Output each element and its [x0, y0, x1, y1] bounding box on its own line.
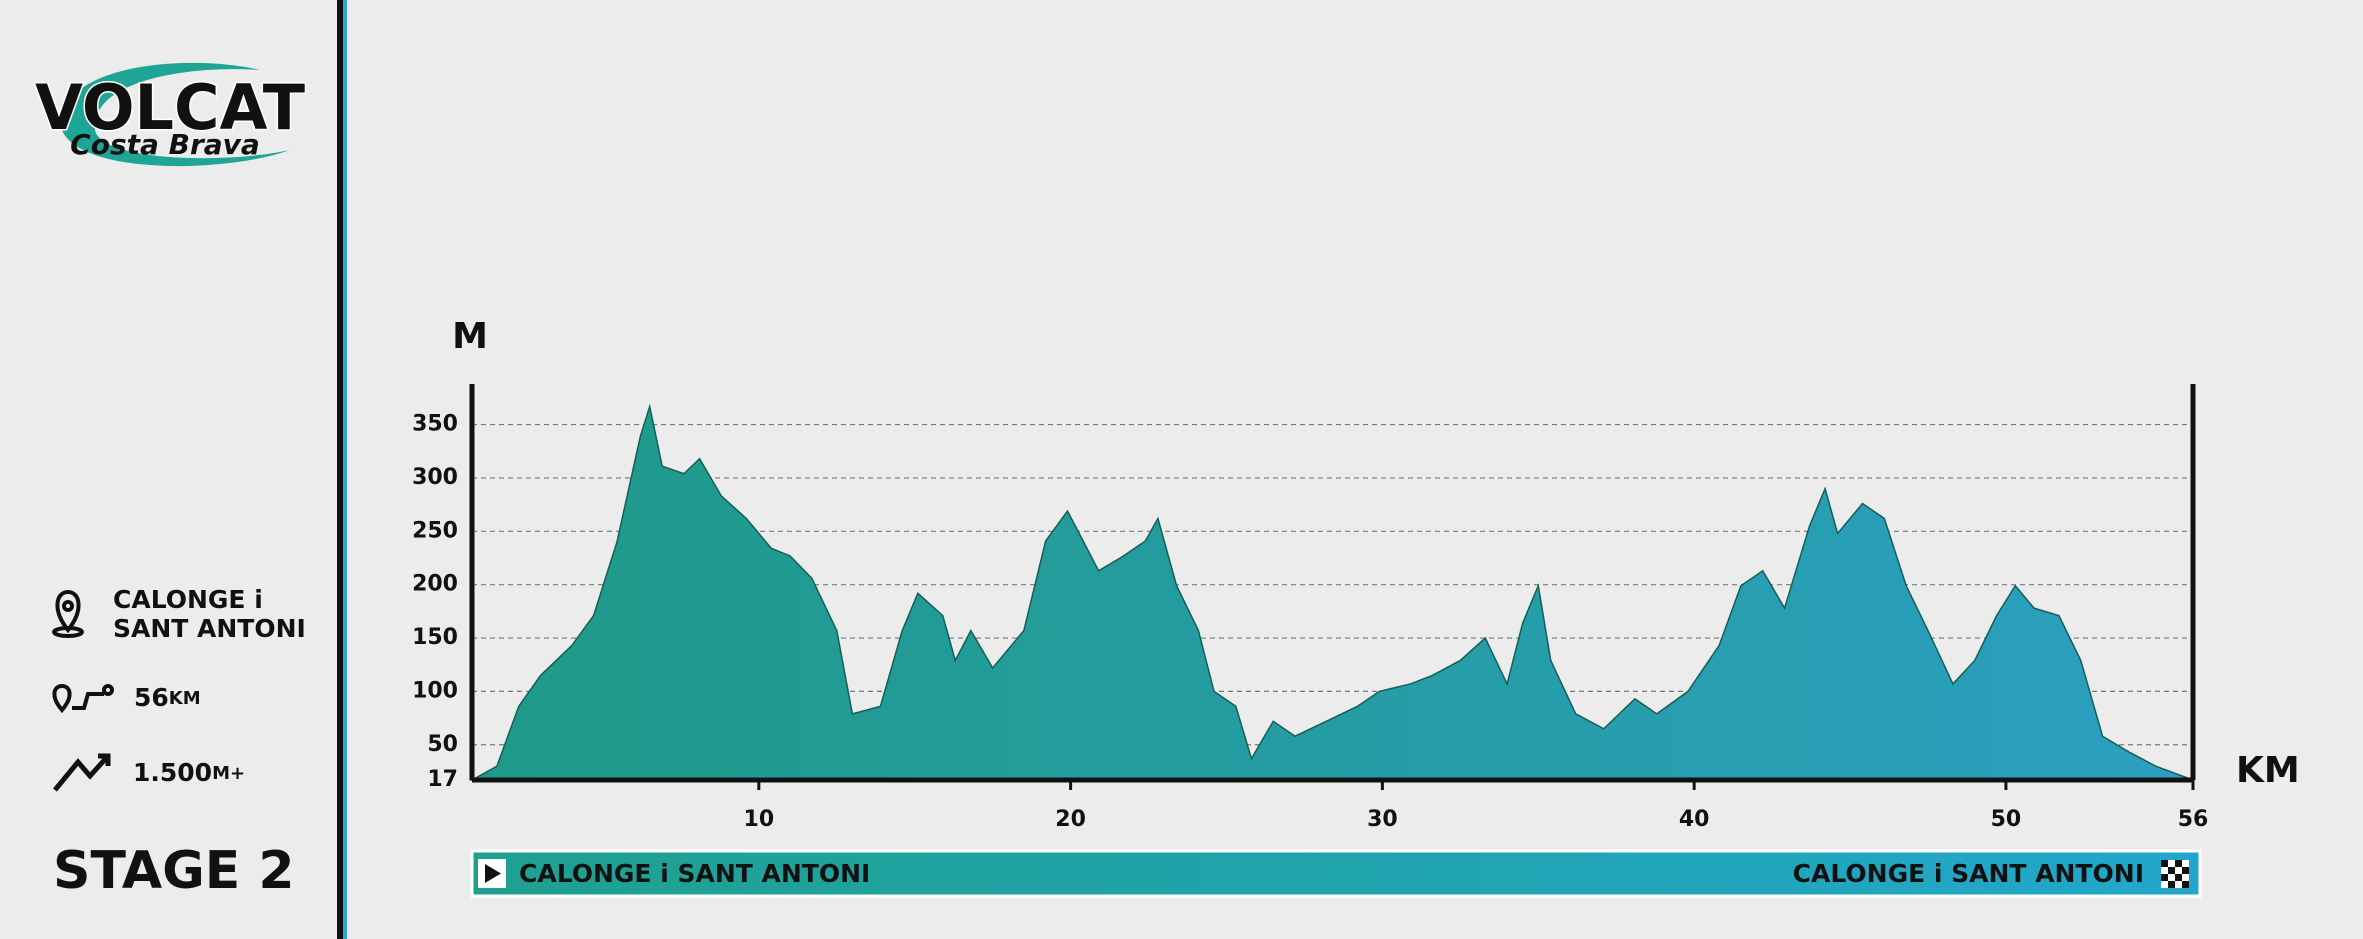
logo-subtitle: Costa Brava — [70, 128, 260, 161]
distance-icon — [52, 683, 114, 714]
logo-name: VOLCAT — [35, 71, 305, 144]
flag-square — [2161, 874, 2168, 881]
x-tick-label: 30 — [1367, 807, 1398, 832]
y-tick-label: 350 — [412, 412, 458, 437]
flag-square — [2175, 867, 2182, 874]
y-axis-label: M — [452, 316, 488, 357]
flag-square — [2182, 867, 2189, 874]
y-tick-label: 250 — [412, 518, 458, 543]
finish-flag — [2161, 860, 2189, 888]
finish-label: CALONGE i SANT ANTONI — [1793, 859, 2144, 888]
location-icon — [52, 589, 84, 638]
flag-square — [2161, 860, 2168, 867]
flag-square — [2175, 860, 2182, 867]
elevation: 1.500M+ — [133, 758, 245, 787]
flag-square — [2161, 867, 2168, 874]
y-tick-label: 200 — [412, 572, 458, 597]
start-triangle — [485, 864, 501, 883]
x-tick-label: 56 — [2178, 807, 2209, 832]
stage: STAGE 2 — [53, 841, 295, 901]
elevation-unit: M+ — [212, 763, 245, 784]
elevation-icon — [53, 753, 111, 792]
start-label: CALONGE i SANT ANTONI — [519, 859, 870, 888]
flag-square — [2182, 881, 2189, 888]
y-tick-label: 100 — [412, 678, 458, 703]
elevation-value: 1.500 — [133, 758, 212, 787]
flag-square — [2168, 860, 2175, 867]
location-line: CALONGE i — [113, 585, 263, 614]
flag-square — [2175, 881, 2182, 888]
y-tick-label: 300 — [412, 465, 458, 490]
divider — [337, 0, 343, 939]
y-tick-label: 50 — [427, 732, 458, 757]
x-tick-label: 20 — [1055, 807, 1086, 832]
y-tick-label: 17 — [427, 767, 458, 792]
distance-value: 56 — [134, 683, 169, 712]
flag-square — [2182, 874, 2189, 881]
flag-square — [2168, 874, 2175, 881]
y-tick-label: 150 — [412, 625, 458, 650]
x-tick-label: 10 — [744, 807, 775, 832]
x-axis-label: KM — [2236, 750, 2300, 791]
flag-square — [2168, 867, 2175, 874]
flag-square — [2161, 881, 2168, 888]
flag-square — [2168, 881, 2175, 888]
logo: VOLCAT Costa Brava — [33, 62, 307, 167]
chart: 17 50 100 150 200 250 300 350 10 20 30 40 50 56 M KM — [412, 316, 2300, 832]
elevation-area — [469, 403, 2194, 781]
route-banner — [470, 849, 2202, 898]
flag-square — [2175, 874, 2182, 881]
divider-accent — [343, 0, 347, 939]
location-line: SANT ANTONI — [113, 614, 306, 643]
x-tick-label: 50 — [1991, 807, 2022, 832]
distance-unit: KM — [169, 688, 201, 709]
distance: 56KM — [134, 683, 201, 712]
flag-square — [2182, 860, 2189, 867]
x-tick-label: 40 — [1679, 807, 1710, 832]
